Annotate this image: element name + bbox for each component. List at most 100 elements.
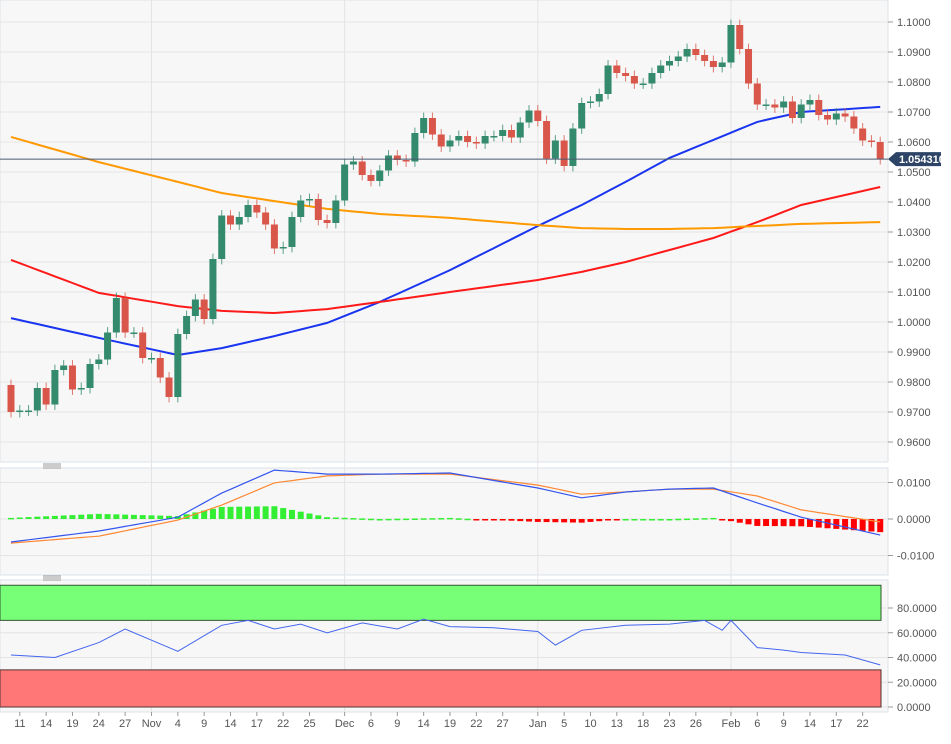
rsi-tick-label: 80.0000 bbox=[897, 603, 937, 615]
macd-tick-label: 0.0100 bbox=[897, 478, 931, 490]
macd-histogram-bar bbox=[868, 519, 875, 532]
candle-body bbox=[613, 65, 621, 73]
candle-body bbox=[841, 113, 849, 117]
candle bbox=[112, 292, 120, 338]
candle-body bbox=[183, 316, 191, 334]
candle bbox=[481, 130, 489, 149]
date-tick-label: 22 bbox=[277, 718, 289, 730]
macd-histogram-bar bbox=[51, 515, 58, 519]
macd-histogram-bar bbox=[297, 511, 304, 519]
candle bbox=[455, 130, 463, 146]
macd-histogram-bar bbox=[798, 519, 805, 527]
candle-body bbox=[367, 175, 375, 181]
macd-histogram-bar bbox=[552, 519, 559, 523]
date-tick-label: Dec bbox=[335, 718, 355, 730]
candle-body bbox=[464, 136, 472, 142]
candle-body bbox=[850, 116, 858, 129]
candle-body bbox=[490, 136, 498, 138]
candle-body bbox=[701, 55, 709, 61]
candle-body bbox=[745, 49, 753, 84]
date-tick-label: 14 bbox=[804, 718, 816, 730]
candle-body bbox=[270, 224, 278, 249]
candle bbox=[797, 99, 805, 124]
candle bbox=[657, 60, 665, 79]
candle-body bbox=[7, 385, 15, 412]
macd-histogram-bar bbox=[87, 514, 94, 519]
candle bbox=[806, 94, 814, 110]
candle-body bbox=[349, 161, 357, 165]
candle bbox=[824, 109, 832, 125]
candle-body bbox=[332, 200, 340, 223]
candle-body bbox=[788, 101, 796, 118]
candle bbox=[701, 49, 709, 67]
price-tick-label: 0.9900 bbox=[897, 347, 931, 359]
rsi-line bbox=[10, 618, 881, 666]
candle bbox=[165, 372, 173, 403]
macd-histogram-bar bbox=[341, 517, 348, 520]
macd-histogram-bar bbox=[815, 519, 822, 528]
candle bbox=[349, 156, 357, 170]
candle bbox=[534, 105, 542, 127]
macd-histogram-bar bbox=[684, 518, 691, 521]
macd-histogram-bar bbox=[367, 518, 374, 521]
candle bbox=[859, 123, 867, 146]
candle bbox=[499, 124, 507, 142]
macd-tick-label: -0.0100 bbox=[897, 551, 934, 563]
candle-body bbox=[147, 358, 155, 360]
candle-body bbox=[279, 247, 287, 249]
macd-histogram-bar bbox=[201, 510, 208, 519]
macd-histogram-bar bbox=[587, 519, 594, 522]
candle bbox=[121, 292, 129, 338]
macd-histogram-bar bbox=[763, 519, 770, 527]
macd-histogram-bar bbox=[245, 506, 252, 519]
panel-resize-handle[interactable] bbox=[43, 575, 61, 581]
candle-body bbox=[753, 83, 761, 105]
date-tick-label: 5 bbox=[561, 718, 567, 730]
candle bbox=[385, 150, 393, 176]
macd-histogram-bar bbox=[833, 519, 840, 529]
macd-histogram-bar bbox=[719, 519, 726, 521]
macd-histogram-bar bbox=[69, 515, 76, 519]
candle-body bbox=[51, 370, 59, 405]
date-tick-label: Nov bbox=[142, 718, 162, 730]
macd-histogram-bar bbox=[148, 515, 155, 519]
rsi-tick-label: 60.0000 bbox=[897, 628, 937, 640]
candle bbox=[262, 207, 270, 230]
candle bbox=[270, 219, 278, 254]
candle-body bbox=[455, 136, 463, 141]
date-tick-label: 22 bbox=[857, 718, 869, 730]
candle-body bbox=[815, 100, 823, 115]
date-tick-label: 6 bbox=[368, 718, 374, 730]
macd-histogram-bar bbox=[877, 519, 884, 533]
candle-body bbox=[411, 133, 419, 162]
candle-body bbox=[674, 56, 682, 61]
candle bbox=[745, 43, 753, 89]
macd-histogram-bar bbox=[859, 519, 866, 531]
candle bbox=[490, 130, 498, 142]
moving-average-line-blue bbox=[10, 105, 881, 357]
macd-histogram-bar bbox=[16, 517, 23, 520]
macd-histogram-bar bbox=[157, 515, 164, 519]
candle bbox=[191, 294, 199, 322]
candle-body bbox=[832, 113, 840, 120]
macd-histogram-bar bbox=[789, 519, 796, 527]
macd-histogram-bar bbox=[306, 513, 313, 519]
price-tick-label: 1.0900 bbox=[897, 47, 931, 59]
candle bbox=[815, 94, 823, 121]
candle bbox=[437, 129, 445, 152]
candle-body bbox=[323, 220, 331, 223]
candle bbox=[780, 96, 788, 113]
macd-histogram-bar bbox=[227, 506, 234, 519]
macd-histogram-bar bbox=[34, 516, 41, 519]
candle-body bbox=[341, 164, 349, 201]
candle bbox=[516, 117, 524, 143]
moving-average-line-red bbox=[10, 186, 881, 315]
panel-resize-handle[interactable] bbox=[43, 463, 61, 469]
rsi-tick-label: 40.0000 bbox=[897, 653, 937, 665]
macd-histogram-bar bbox=[280, 508, 287, 519]
candle-body bbox=[859, 128, 867, 141]
moving-averages bbox=[10, 105, 881, 357]
price-tick-label: 1.0800 bbox=[897, 77, 931, 89]
macd-histogram-bar bbox=[122, 514, 129, 519]
